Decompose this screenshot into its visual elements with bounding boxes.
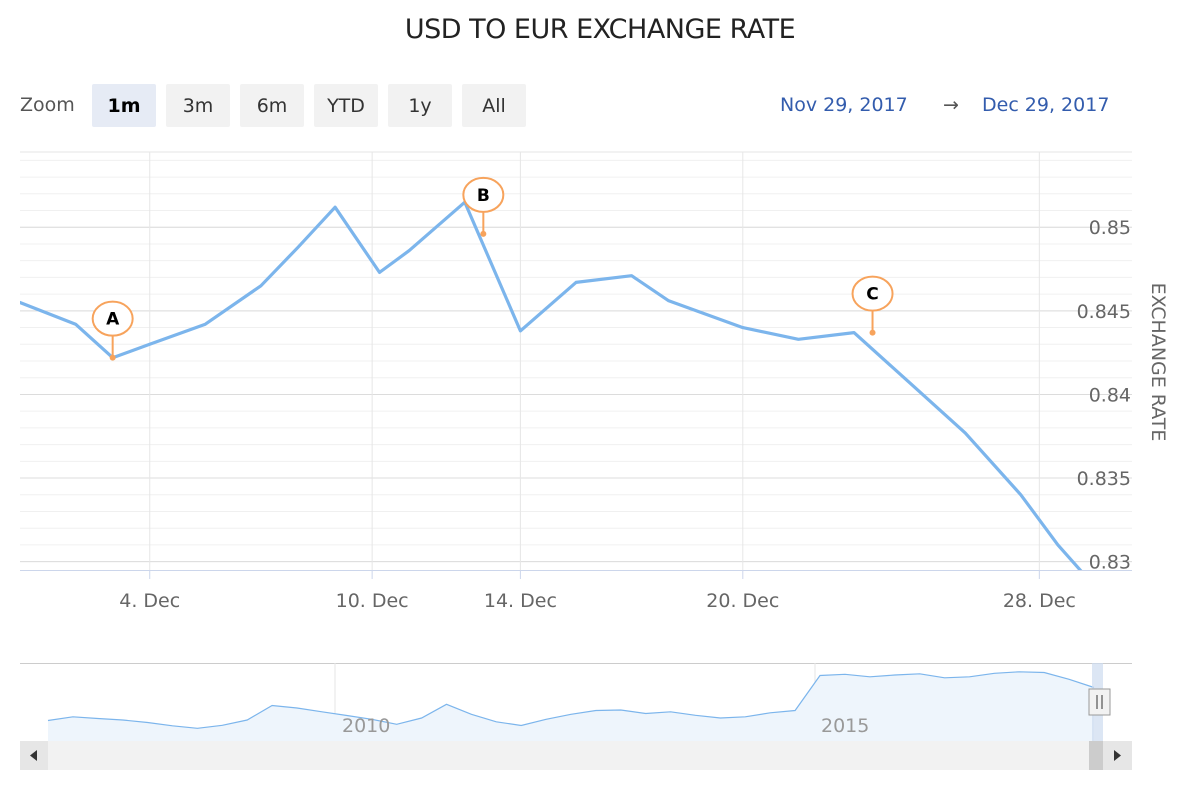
axis-layer: 0.83 0.835 0.84 0.845 0.85 4. Dec 10. Dec 14. D…: [20, 217, 1132, 612]
zoom-3m-button[interactable]: 3m: [166, 84, 230, 127]
scrollbar-thumb[interactable]: [1089, 741, 1103, 770]
flag-label: C: [866, 285, 878, 305]
range-arrow: →: [943, 94, 959, 116]
y-tick-label: 0.835: [1077, 468, 1131, 490]
navigator[interactable]: 2010 2015: [20, 663, 1132, 741]
scrollbar-left-button[interactable]: [20, 741, 48, 770]
navigator-handle[interactable]: [1088, 688, 1111, 716]
flag-marker: [851, 275, 894, 312]
x-tick-label: 4. Dec: [119, 590, 180, 612]
x-tick-label: 14. Dec: [484, 590, 557, 612]
flag-anchor-point: [480, 230, 487, 237]
scrollbar-right-button[interactable]: [1103, 741, 1132, 770]
y-axis-title: EXCHANGE RATE: [1147, 283, 1169, 442]
range-from-input[interactable]: Nov 29, 2017: [780, 94, 908, 116]
x-tick-label: 20. Dec: [706, 590, 779, 612]
zoom-1m-button[interactable]: 1m: [92, 84, 156, 127]
y-tick-label: 0.85: [1089, 217, 1131, 239]
y-tick-label: 0.83: [1089, 552, 1131, 574]
zoom-1y-button[interactable]: 1y: [388, 84, 452, 127]
zoom-label: Zoom: [20, 94, 75, 116]
zoom-ytd-button[interactable]: YTD: [314, 84, 378, 127]
scrollbar-track[interactable]: [20, 741, 1132, 770]
right-arrow-icon: [1114, 750, 1121, 761]
navigator-tick-2010: 2010: [342, 715, 390, 737]
navigator-area: [48, 671, 1094, 741]
left-arrow-icon: [30, 750, 37, 761]
grid-layer: [20, 151, 1132, 570]
y-tick-label: 0.845: [1077, 301, 1131, 323]
navigator-series-line: [47, 671, 1095, 729]
flag-anchor-point: [109, 354, 116, 361]
x-tick-label: 10. Dec: [336, 590, 409, 612]
series-line: [20, 200, 1083, 570]
flag-label: B: [477, 186, 490, 206]
flag-marker: [91, 300, 134, 337]
zoom-all-button[interactable]: All: [462, 84, 526, 127]
y-tick-label: 0.84: [1089, 384, 1131, 406]
flag-marker: [462, 176, 505, 213]
series-layer: [20, 200, 1083, 570]
navigator-tick-2015: 2015: [821, 715, 869, 737]
flag-anchor-point: [869, 329, 876, 336]
zoom-6m-button[interactable]: 6m: [240, 84, 304, 127]
scrollbar[interactable]: [20, 741, 1132, 770]
x-tick-label: 28. Dec: [1003, 590, 1076, 612]
flag-label: A: [106, 310, 120, 330]
chart-title: USD TO EUR EXCHANGE RATE: [404, 14, 796, 45]
flag-layer: A B C: [91, 176, 894, 361]
range-to-input[interactable]: Dec 29, 2017: [982, 94, 1110, 116]
